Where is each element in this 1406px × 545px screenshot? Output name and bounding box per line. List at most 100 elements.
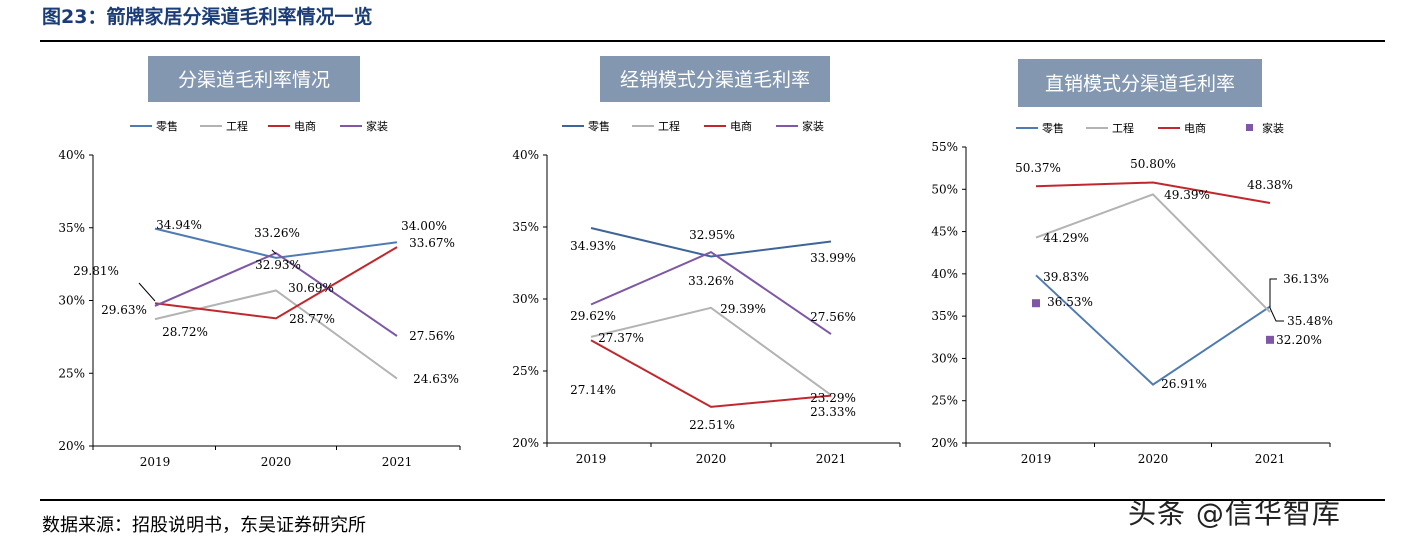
series-line-4 [154,251,398,337]
chart-3-title-box: 直销模式分渠道毛利率 [1018,59,1262,107]
x-tick-label: 2021 [816,452,847,466]
series-line-2 [1035,193,1271,313]
y-tick-label: 40% [512,148,539,162]
leader-line [138,282,156,302]
y-tick-label: 35% [58,221,85,235]
x-tick-label: 2021 [382,455,413,469]
data-label: 33.67% [409,236,455,250]
leader-line [271,249,277,255]
data-label: 23.29% [810,391,856,405]
data-label: 27.37% [598,331,644,345]
legend-label: 电商 [294,119,316,133]
data-label: 24.63% [413,372,459,386]
data-label: 27.14% [570,383,616,397]
x-tick-label: 2020 [1138,452,1169,466]
chart-3: 直销模式分渠道毛利率 20% 25% 30% 35% 40% 45% 50% 55% 2019 20… [931,59,1333,466]
data-label: 34.93% [570,239,616,253]
y-tick-label: 40% [58,148,85,162]
data-label: 34.94% [156,218,202,232]
leader-line [1269,278,1277,308]
data-label: 27.56% [409,329,455,343]
series-line-3 [1035,181,1271,204]
series-line-1 [590,227,832,258]
bottom-rule [40,499,1385,501]
chart-3-title: 直销模式分渠道毛利率 [1045,73,1235,95]
data-label: 32.93% [255,258,301,272]
data-label: 29.39% [720,302,766,316]
chart-1-title: 分渠道毛利率情况 [178,69,330,91]
y-tick-label: 20% [512,436,539,450]
chart-1: 分渠道毛利率情况 20% 25% 30% 35% 40% 2019 2020 2021 零售 工程 电… [58,56,461,469]
y-tick-label: 20% [58,439,85,453]
source-note: 数据来源：招股说明书，东吴证券研究所 [42,515,366,536]
y-tick-label: 30% [512,292,539,306]
series-line-1 [154,227,398,259]
legend-label: 工程 [1112,122,1134,135]
data-point [1266,335,1274,344]
x-tick-label: 2021 [1255,452,1286,466]
chart-1-title-box: 分渠道毛利率情况 [148,56,360,102]
data-label: 28.77% [289,312,335,326]
y-tick-label: 35% [512,220,539,234]
data-label: 27.56% [810,310,856,324]
y-tick-label: 35% [931,309,958,323]
data-label: 28.72% [162,325,208,339]
x-tick-label: 2020 [696,452,727,466]
y-tick-label: 25% [58,366,85,380]
data-label: 34.00% [401,219,447,233]
legend-marker [1246,124,1253,131]
y-tick-label: 20% [931,436,958,450]
data-label: 33.26% [688,274,734,288]
data-label: 35.48% [1287,314,1333,328]
data-label: 29.62% [570,309,616,323]
y-tick-label: 25% [931,394,958,408]
series-line-2 [154,289,398,380]
figure-title: 图23：箭牌家居分渠道毛利率情况一览 [42,6,373,28]
y-tick-label: 50% [931,182,958,196]
series-line-3 [154,246,398,320]
x-tick-label: 2019 [1021,452,1052,466]
data-label: 50.80% [1130,157,1176,171]
y-tick-label: 30% [931,351,958,365]
data-label: 32.95% [689,228,735,242]
chart-2: 经销模式分渠道毛利率 20% 25% 30% 35% 40% 2019 2020 2021 零售 工… [512,56,901,466]
legend-label: 电商 [1184,121,1206,135]
legend-label: 家装 [366,119,388,133]
y-tick-label: 40% [931,267,958,281]
chart-2-title: 经销模式分渠道毛利率 [620,69,810,91]
data-label: 49.39% [1164,188,1210,202]
y-tick-label: 25% [512,364,539,378]
legend-label: 零售 [156,119,178,133]
x-tick-label: 2019 [140,455,171,469]
legend-label: 家装 [802,119,824,133]
x-tick-label: 2020 [261,455,292,469]
legend-label: 工程 [226,120,248,133]
series-line-1 [1035,274,1271,386]
data-label: 29.63% [101,303,147,317]
data-label: 36.13% [1283,272,1329,286]
legend-label: 零售 [588,119,610,133]
legend-label: 工程 [658,120,680,133]
data-label: 29.81% [73,264,119,278]
data-label: 22.51% [689,418,735,432]
top-rule [40,40,1385,42]
y-tick-label: 55% [931,140,958,154]
data-label: 30.69% [288,281,334,295]
data-label: 26.91% [1161,377,1207,391]
data-label: 50.37% [1015,161,1061,175]
legend-label: 家装 [1262,121,1284,135]
chart-2-title-box: 经销模式分渠道毛利率 [600,56,830,102]
y-tick-label: 45% [931,225,958,239]
data-label: 39.83% [1043,270,1089,284]
data-label: 36.53% [1047,295,1093,309]
data-label: 33.99% [810,251,856,265]
data-point [1032,299,1040,308]
leader-line [1269,307,1284,322]
data-label: 44.29% [1043,231,1089,245]
data-label: 23.33% [810,405,856,419]
watermark: 头条 @信华智库 [1128,497,1341,530]
series-line-2 [590,306,832,396]
data-label: 33.26% [254,226,300,240]
y-tick-label: 30% [58,294,85,308]
series-line-3 [590,339,832,408]
